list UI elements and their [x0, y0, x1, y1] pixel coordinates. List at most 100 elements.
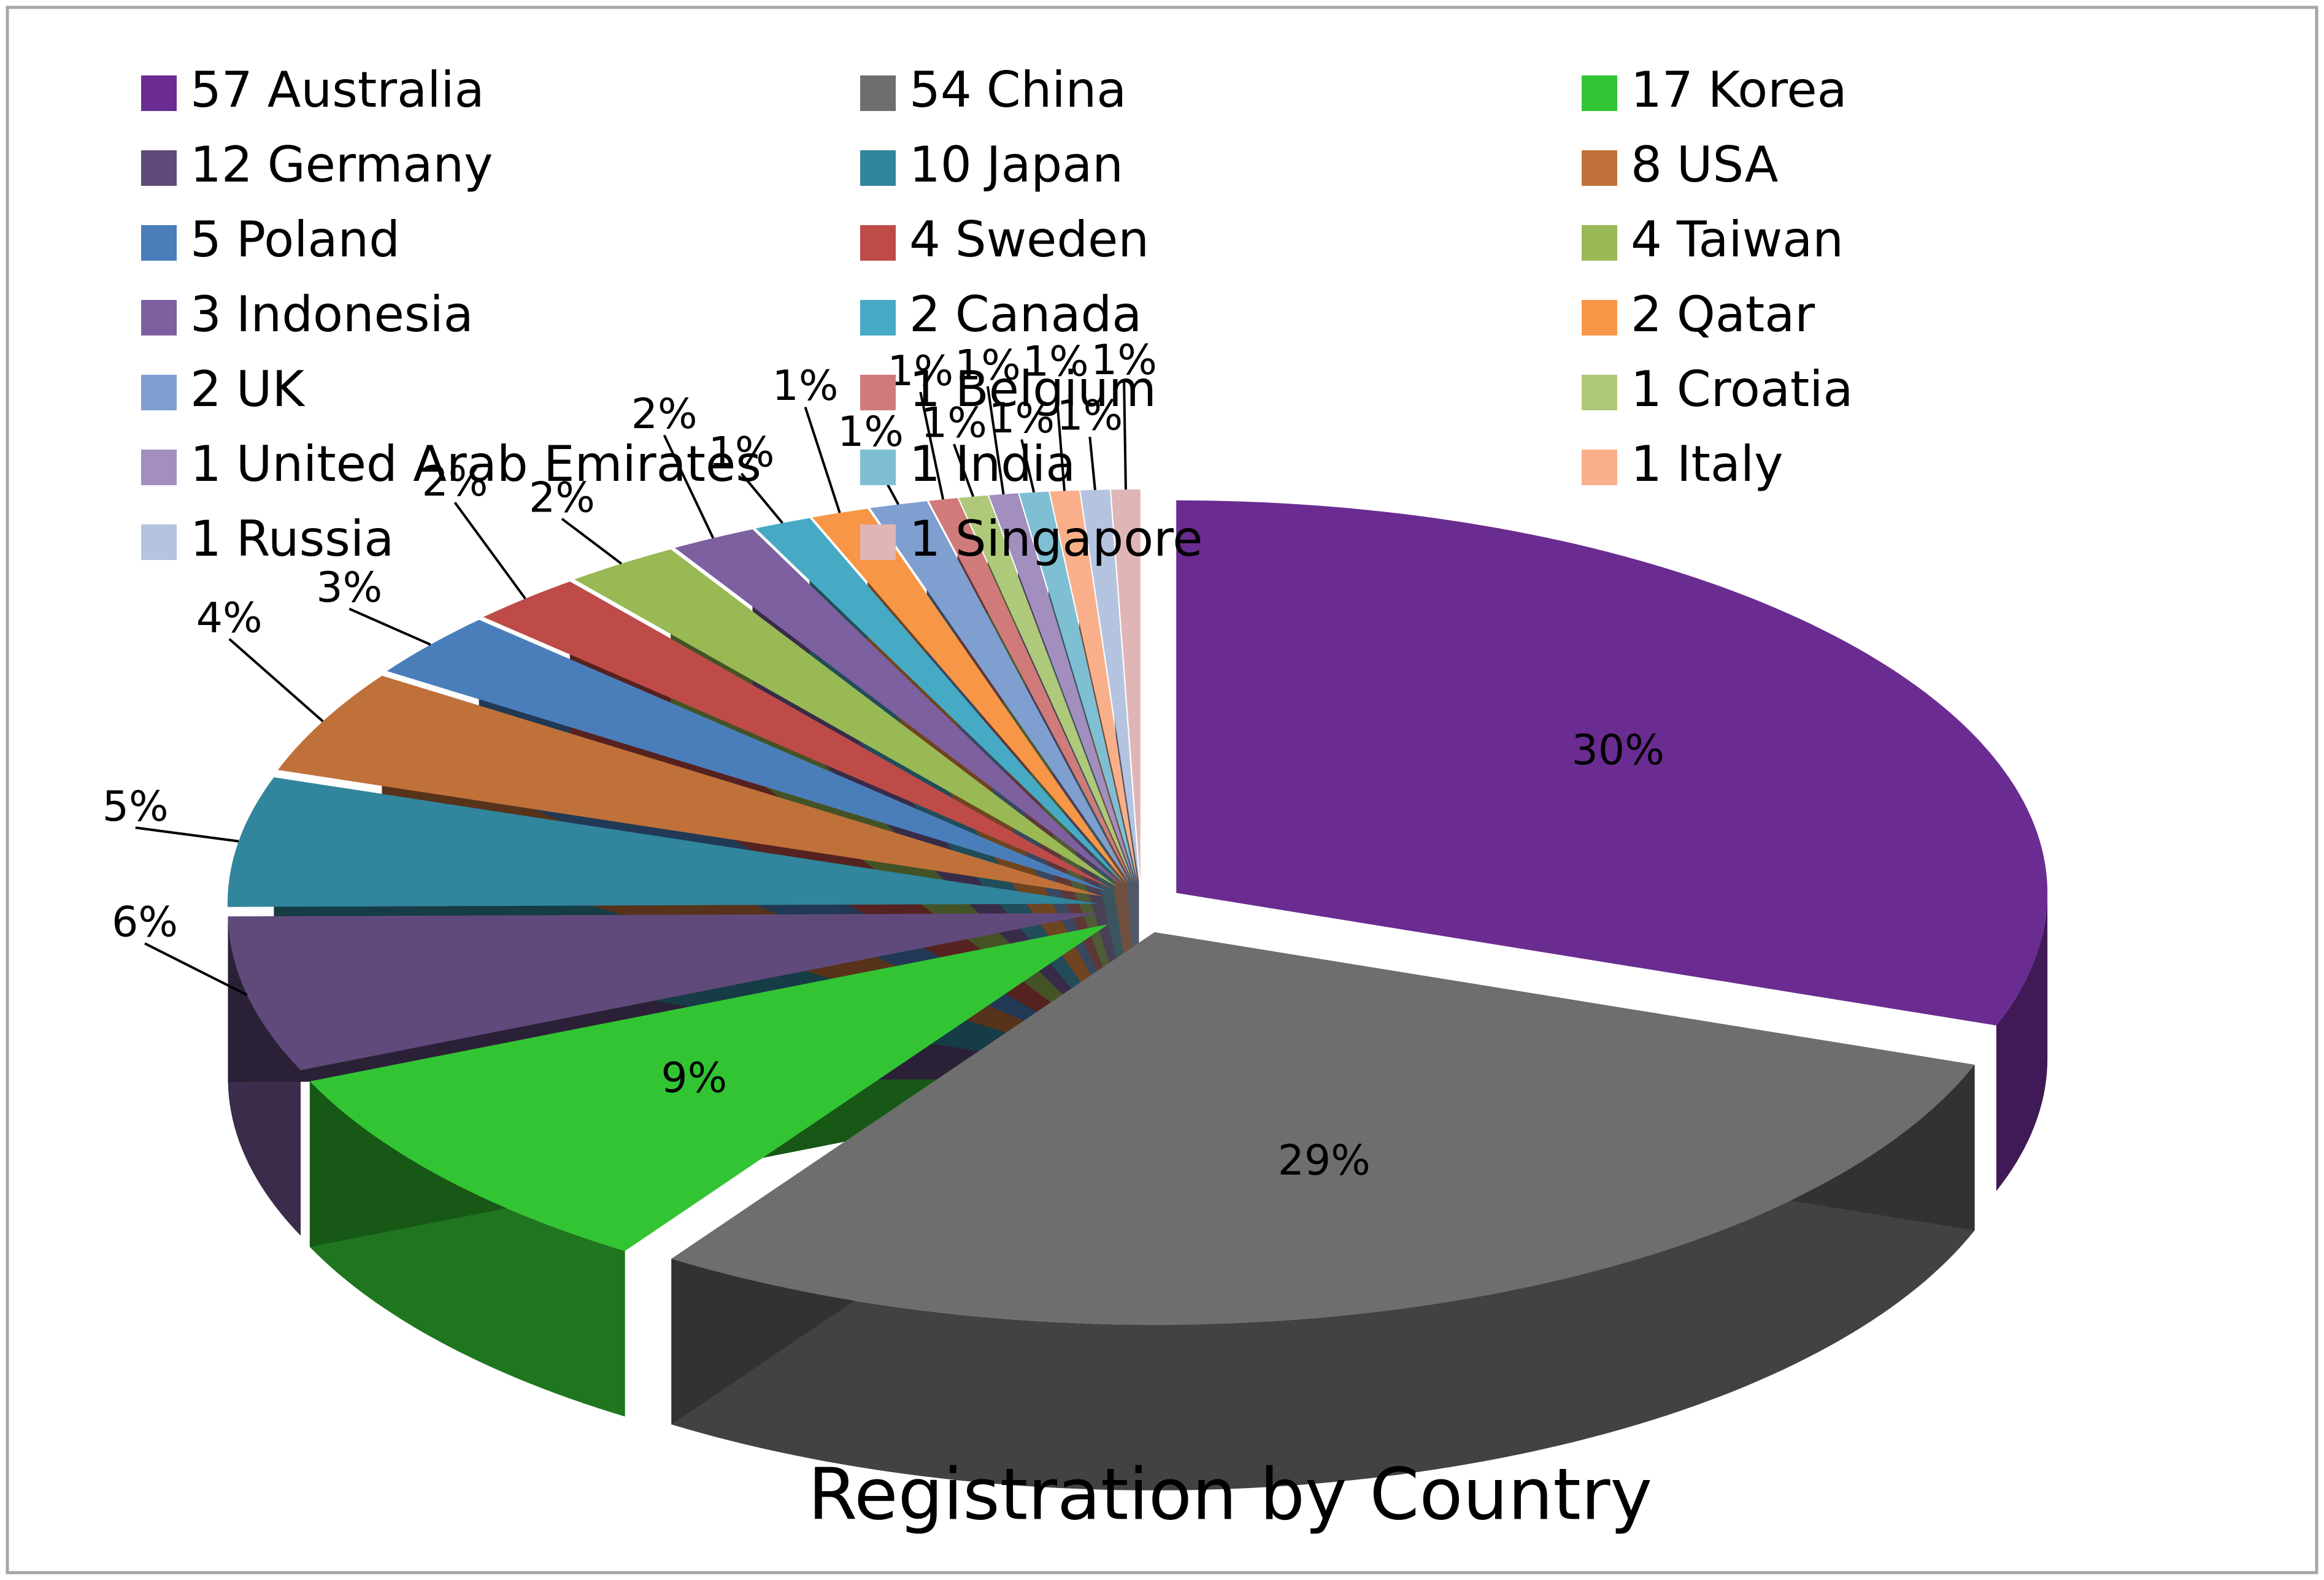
slice: [1176, 500, 2048, 1026]
legend-value: 2: [909, 286, 941, 343]
legend-entry: 1 United Arab Emirates: [190, 435, 761, 493]
data-label: 2%: [421, 458, 488, 506]
legend-swatch: [1582, 450, 1617, 485]
slice-side: [1996, 892, 2048, 1191]
legend-value: 54: [909, 61, 972, 118]
legend-value: 1: [190, 510, 221, 567]
slice: [1080, 489, 1139, 883]
legend-swatch: [141, 75, 177, 111]
legend-label: Japan: [983, 136, 1123, 193]
leader-line: [561, 518, 622, 565]
leader-line: [740, 472, 783, 524]
legend-label: United Arab Emirates: [236, 435, 761, 493]
slice: [574, 549, 1117, 887]
data-label: 1%: [1056, 392, 1123, 440]
slice-side: [671, 1065, 1975, 1490]
legend-value: 1: [909, 361, 941, 418]
legend-value: 4: [1631, 211, 1662, 268]
legend-value: 8: [1631, 136, 1662, 193]
legend-swatch: [141, 375, 177, 410]
legend-label: Russia: [236, 510, 394, 567]
legend-swatch: [860, 225, 896, 261]
data-label: 29%: [1278, 1137, 1371, 1185]
data-label: 1%: [921, 399, 987, 448]
legend-entry: 54 China: [909, 61, 1126, 118]
slice: [1019, 491, 1136, 883]
legend-entry: 17 Korea: [1631, 61, 1847, 118]
legend-swatch: [860, 450, 896, 485]
data-label: 30%: [1572, 726, 1664, 775]
legend-entry: 8 USA: [1631, 136, 1779, 193]
legend-label: India: [955, 435, 1075, 493]
legend-label: Australia: [267, 61, 485, 118]
legend-swatch: [141, 150, 177, 186]
slice: [755, 518, 1125, 884]
legend-label: Qatar: [1677, 286, 1815, 343]
legend-entry: 1 Singapore: [909, 510, 1203, 567]
leader-line: [1123, 381, 1127, 490]
legend-swatch: [1582, 150, 1617, 186]
leader-line: [1088, 436, 1096, 491]
data-label: 3%: [316, 564, 382, 612]
chart-title: Registration by Country: [808, 1454, 1652, 1536]
legend-entry: 3 Indonesia: [190, 286, 474, 343]
legend-label: Poland: [236, 211, 400, 268]
legend-value: 10: [909, 136, 972, 193]
legend-label: Singapore: [955, 510, 1203, 567]
legend-entry: 1 Croatia: [1631, 361, 1853, 418]
legend-label: Indonesia: [236, 286, 474, 343]
data-label: 9%: [661, 1054, 727, 1102]
legend-entry: 10 Japan: [909, 136, 1123, 193]
legend-label: Belgium: [955, 361, 1156, 418]
slice: [671, 932, 1975, 1325]
legend-value: 3: [190, 286, 221, 343]
slice: [675, 529, 1122, 885]
legend-entry: 1 Italy: [1631, 435, 1783, 493]
legend-swatch: [1582, 225, 1617, 261]
data-label: 2%: [631, 390, 698, 439]
data-label: 1%: [1091, 336, 1157, 385]
legend-entry: 5 Poland: [190, 211, 400, 268]
legend-label: Sweden: [955, 211, 1149, 268]
legend-entry: 1 India: [909, 435, 1075, 493]
legend-entry: 57 Australia: [190, 61, 485, 118]
legend-entry: 1 Russia: [190, 510, 394, 567]
legend-value: 2: [190, 361, 221, 418]
leader-line: [348, 607, 431, 646]
legend-entry: 4 Taiwan: [1631, 211, 1844, 268]
leader-line: [144, 942, 248, 996]
leader-line: [663, 434, 715, 539]
slice: [958, 495, 1134, 883]
leader-line: [953, 443, 975, 497]
slice: [227, 777, 1099, 907]
slice: [1111, 489, 1141, 883]
data-label: 1%: [988, 394, 1055, 443]
data-label: 1%: [709, 429, 775, 477]
legend-value: 1: [1631, 361, 1662, 418]
legend-value: 1: [1631, 435, 1662, 493]
legend-swatch: [860, 375, 896, 410]
legend-value: 1: [909, 435, 941, 493]
slice: [989, 493, 1135, 883]
legend-value: 1: [190, 435, 221, 493]
legend-entry: 2 Canada: [909, 286, 1142, 343]
slice: [1050, 490, 1138, 883]
leader-line: [1054, 382, 1066, 491]
legend-entry: 12 Germany: [190, 136, 493, 193]
data-label: 1%: [837, 408, 904, 456]
slice: [812, 508, 1127, 884]
slice: [483, 581, 1112, 889]
leader-line: [1020, 439, 1036, 493]
legend-swatch: [1582, 375, 1617, 410]
legend-label: Korea: [1708, 61, 1847, 118]
slice: [870, 501, 1130, 883]
legend-label: Croatia: [1677, 361, 1853, 418]
legend-label: Taiwan: [1676, 211, 1844, 268]
data-label: 5%: [102, 783, 169, 831]
slice: [928, 498, 1132, 883]
legend-label: Germany: [267, 136, 493, 193]
legend-value: 57: [190, 61, 253, 118]
legend-swatch: [141, 300, 177, 336]
